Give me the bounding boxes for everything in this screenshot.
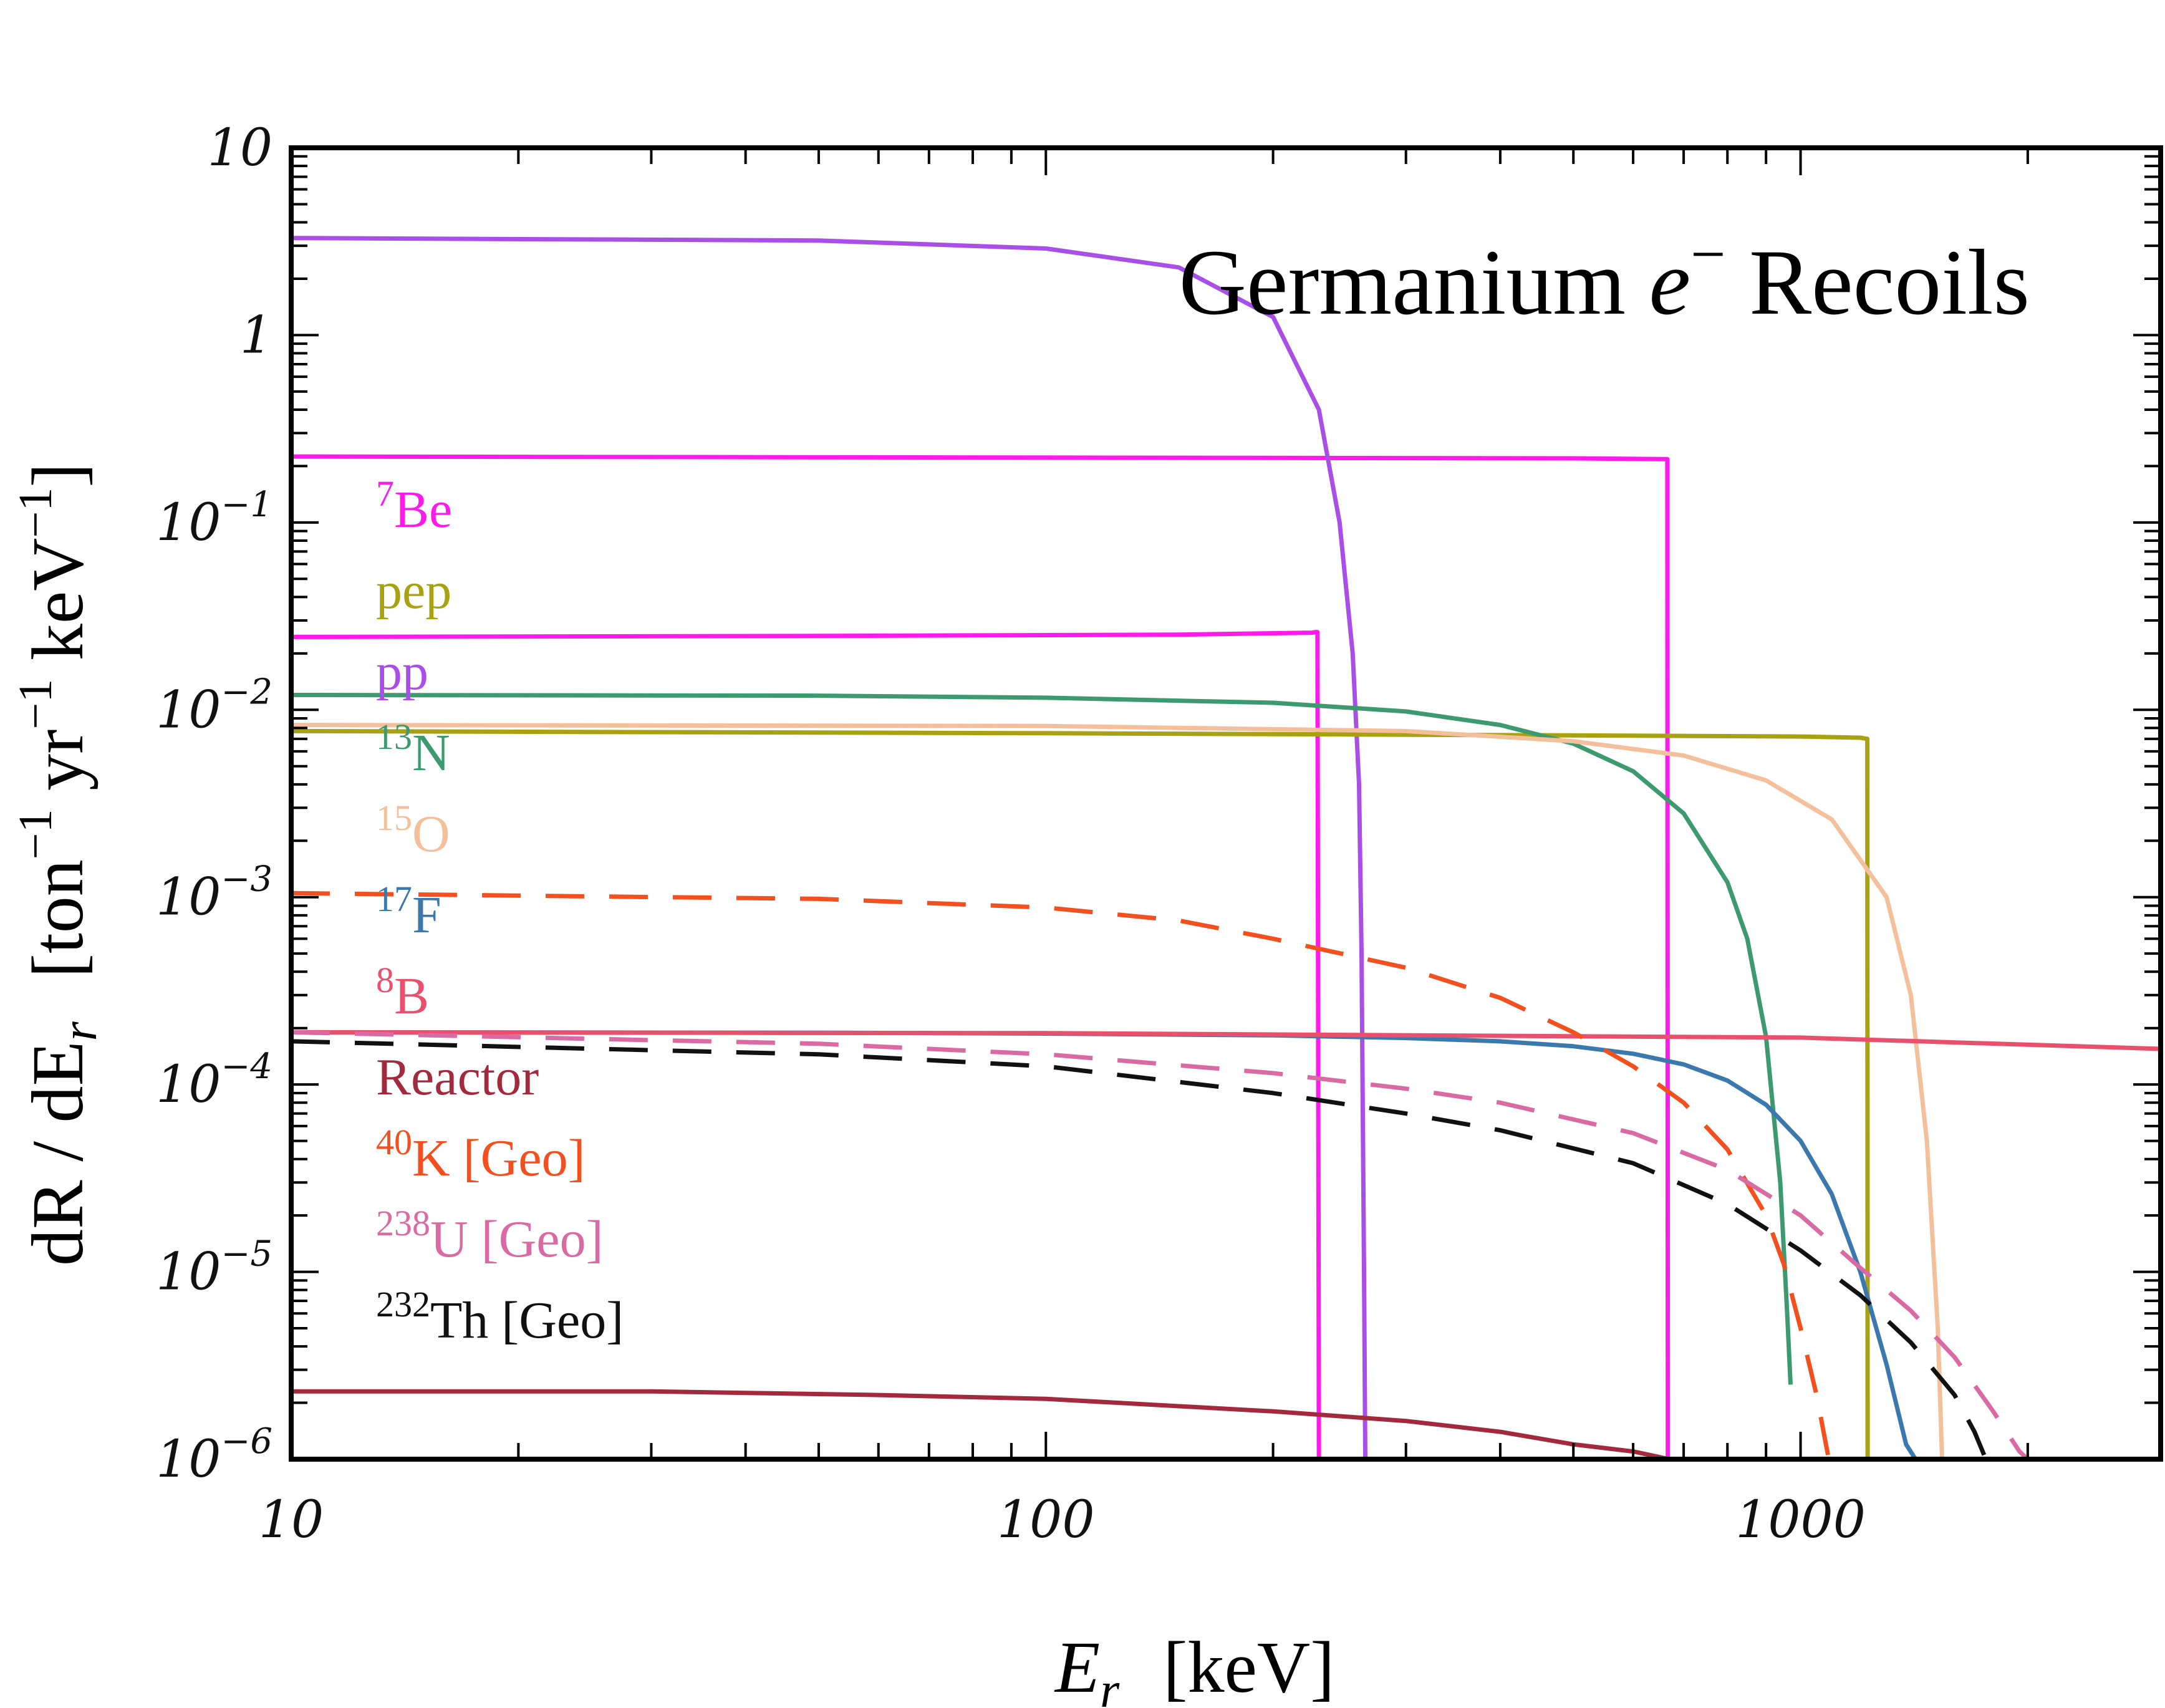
legend-item-5: 17F <box>376 879 441 944</box>
plot-area: 10 100 100010110−110−210−310−410−510−67Bep… <box>156 118 2163 1550</box>
legend-item-label: K [Geo] <box>412 1129 586 1187</box>
legend-item-superscript: 232 <box>376 1284 430 1324</box>
series-line-7 <box>291 1030 2161 1051</box>
y-tick-exponent: −6 <box>221 1421 272 1462</box>
legend-item-0: 7Be <box>376 473 452 539</box>
y-tick-label-7: 10−6 <box>156 1421 272 1489</box>
x-axis-symbol: E <box>1054 1626 1100 1708</box>
legend-item-label: B <box>394 967 429 1025</box>
x-tick-label-0: 10 <box>259 1490 324 1550</box>
y-axis-subscript: r <box>52 1021 107 1041</box>
chart-title-suffix: Recoils <box>1726 231 2030 334</box>
y-axis-units-kev: keV <box>17 538 99 679</box>
y-tick-label-0: 10 <box>208 118 272 178</box>
legend-item-label: O <box>412 805 450 863</box>
series-line-2 <box>291 236 1367 1459</box>
y-tick-label-1: 1 <box>240 306 272 365</box>
legend-item-superscript: 40 <box>376 1122 412 1162</box>
y-axis-units-yr: yr <box>17 730 99 809</box>
series-group <box>291 236 2161 1459</box>
y-axis-exp-3: −1 <box>9 488 62 538</box>
y-tick-base: 10 <box>156 680 221 740</box>
x-axis-unit: [keV] <box>1163 1626 1334 1708</box>
y-axis-units-ton: [ton <box>17 859 99 978</box>
x-axis-title: Er [keV] <box>1054 1626 1334 1708</box>
y-axis-exp-1: −1 <box>9 809 62 859</box>
y-tick-base: 10 <box>208 118 272 178</box>
y-tick-base: 10 <box>156 1430 221 1489</box>
series-line-4 <box>291 693 1793 1385</box>
legend-item-label: N <box>412 724 450 782</box>
x-tick-label-2: 1000 <box>1735 1490 1866 1550</box>
chart-title-symbol: e <box>1649 231 1691 334</box>
legend-item-9: 238U [Geo] <box>376 1203 604 1268</box>
legend-item-6: 8B <box>376 960 429 1025</box>
y-tick-base: 10 <box>156 1055 221 1114</box>
legend-item-7: Reactor <box>376 1048 539 1106</box>
legend-item-label: U [Geo] <box>430 1210 604 1268</box>
y-tick-label-2: 10−1 <box>156 485 272 552</box>
y-tick-exponent: −3 <box>221 859 272 900</box>
y-tick-label-3: 10−2 <box>156 672 272 740</box>
y-axis-prefix: dR / dE <box>17 1041 99 1266</box>
series-line-9 <box>291 890 1835 1459</box>
legend-item-label: Th [Geo] <box>430 1291 624 1349</box>
legend-item-1: pep <box>376 562 451 620</box>
y-tick-exponent: −2 <box>221 672 272 712</box>
series-line-1 <box>291 454 1671 1459</box>
legend-item-2: pp <box>376 643 428 701</box>
legend-item-superscript: 15 <box>376 798 412 838</box>
x-tick-label-1: 100 <box>997 1490 1095 1550</box>
y-tick-label-5: 10−4 <box>156 1046 272 1114</box>
y-tick-base: 1 <box>240 306 272 365</box>
series-line-10 <box>291 1030 2030 1459</box>
legend-item-superscript: 7 <box>376 473 394 514</box>
plot-frame <box>289 145 2163 1462</box>
legend-item-label: Be <box>394 481 452 539</box>
series-line-3 <box>291 728 1870 1459</box>
y-axis-title: dR / dEr[ton−1 yr−1 keV−1] <box>9 463 107 1266</box>
series-line-8 <box>291 1389 1670 1459</box>
chart-title-prefix: Germanium <box>1179 231 1649 334</box>
legend-item-label: pp <box>376 643 428 701</box>
legend-item-10: 232Th [Geo] <box>376 1284 624 1349</box>
y-axis-units-close: ] <box>17 463 99 487</box>
legend-item-label: Reactor <box>376 1048 539 1106</box>
legend-item-superscript: 13 <box>376 716 412 757</box>
y-tick-base: 10 <box>156 1243 221 1302</box>
chart-title-superscript: − <box>1690 220 1725 289</box>
legend-item-8: 40K [Geo] <box>376 1122 586 1187</box>
y-tick-label-6: 10−5 <box>156 1234 272 1302</box>
y-tick-label-4: 10−3 <box>156 859 272 927</box>
y-tick-base: 10 <box>156 868 221 927</box>
series-line-5 <box>291 723 1944 1459</box>
y-tick-marks <box>291 147 2161 1460</box>
legend-item-label: F <box>412 886 441 944</box>
y-axis-exp-2: −1 <box>9 679 62 730</box>
x-tick-marks <box>290 148 2162 1459</box>
legend-item-label: pep <box>376 562 451 620</box>
legend-item-3: 13N <box>376 716 450 782</box>
legend-item-4: 15O <box>376 798 450 863</box>
y-tick-exponent: −5 <box>221 1234 272 1275</box>
x-axis-subscript: r <box>1100 1663 1120 1708</box>
y-tick-exponent: −4 <box>221 1046 272 1087</box>
legend-item-superscript: 238 <box>376 1203 430 1243</box>
series-line-0 <box>291 630 1321 1459</box>
y-tick-exponent: −1 <box>221 485 272 525</box>
legend-item-superscript: 17 <box>376 879 412 919</box>
series-line-11 <box>291 1039 1994 1459</box>
y-tick-base: 10 <box>156 493 221 552</box>
chart-title: Germanium e− Recoils <box>1179 220 2030 334</box>
legend-item-superscript: 8 <box>376 960 394 1000</box>
